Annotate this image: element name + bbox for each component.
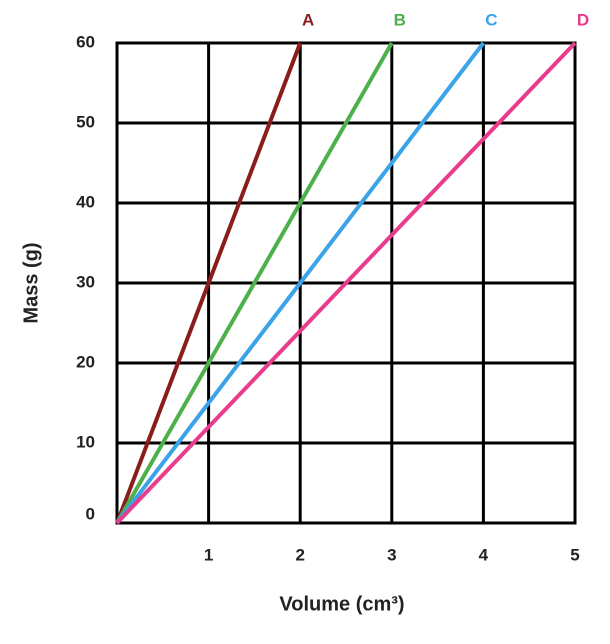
- y-axis-label: Mass (g): [20, 242, 42, 323]
- y-tick-label: 0: [86, 504, 95, 523]
- y-tick-label: 20: [76, 352, 95, 371]
- series-line: [115, 42, 303, 524]
- series-label: C: [485, 10, 497, 29]
- series-line: [115, 41, 577, 525]
- series-line: [115, 41, 485, 525]
- x-tick-label: 1: [204, 545, 213, 564]
- series-label: B: [394, 10, 406, 29]
- x-tick-label: 4: [479, 545, 489, 564]
- y-tick-label: 40: [76, 192, 95, 211]
- y-tick-label: 10: [76, 432, 95, 451]
- x-axis-label: Volume (cm³): [279, 593, 404, 615]
- y-tick-label: 30: [76, 272, 95, 291]
- y-tick-label: 60: [76, 32, 95, 51]
- series-label: A: [302, 10, 314, 29]
- y-tick-label: 50: [76, 112, 95, 131]
- x-tick-label: 3: [387, 545, 396, 564]
- series-line: [115, 42, 394, 524]
- series-label: D: [577, 10, 589, 29]
- x-tick-label: 2: [295, 545, 304, 564]
- x-tick-label: 5: [570, 545, 579, 564]
